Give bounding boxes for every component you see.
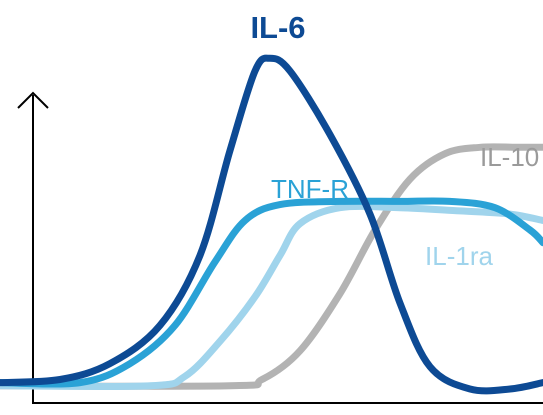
series-label-il-1ra: IL-1ra <box>425 241 493 271</box>
series-line-il-1ra <box>0 202 543 391</box>
series-line-il-6 <box>0 54 543 395</box>
series-label-tnf-r: TNF-R <box>271 174 349 204</box>
y-axis-arrowhead <box>17 91 49 109</box>
series-label-il-6: IL-6 <box>250 10 305 45</box>
series-labels: IL-10 IL-1ra TNF-R IL-6 <box>250 10 539 271</box>
series-label-il-10: IL-10 <box>480 142 539 172</box>
axes <box>17 91 543 404</box>
series-curves <box>0 54 543 395</box>
series-line-tnf-r <box>0 197 543 388</box>
series-line-il-10 <box>0 143 543 390</box>
